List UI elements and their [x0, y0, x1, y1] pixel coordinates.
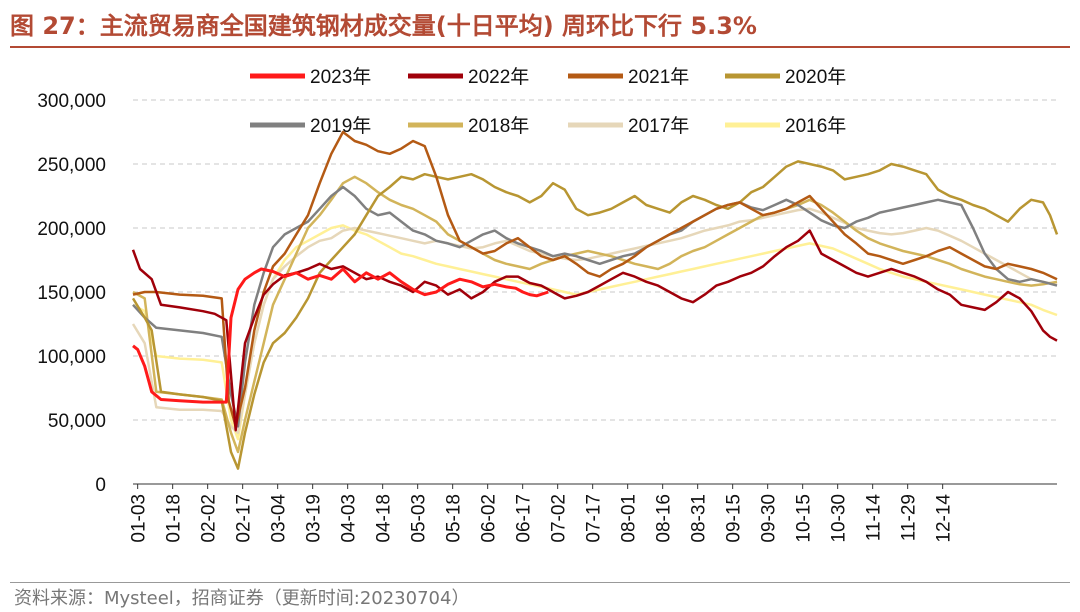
- legend-label: 2017年: [628, 115, 689, 137]
- series-line-2018年: [132, 175, 1058, 454]
- legend-label: 2018年: [468, 115, 529, 137]
- x-tick-label: 10-30: [829, 494, 850, 543]
- x-tick-label: 10-15: [794, 494, 815, 543]
- x-tick-label: 08-16: [654, 494, 675, 543]
- y-tick-label: 50,000: [48, 411, 106, 432]
- legend-label: 2023年: [310, 66, 371, 88]
- x-tick-label: 07-02: [549, 494, 570, 543]
- x-tick-label: 07-17: [584, 494, 605, 543]
- x-tick-label: 02-17: [234, 494, 255, 543]
- legend: 2023年 2022年 2021年 2020年 2019年 2018年 2017年 2016年: [250, 66, 846, 137]
- source-note: 资料来源：Mysteel，招商证券（更新时间:20230704）: [14, 588, 470, 609]
- series-line-2021年: [132, 130, 1058, 428]
- x-tick-label: 09-15: [724, 494, 745, 543]
- legend-label: 2021年: [628, 66, 689, 88]
- x-tick-label: 08-31: [689, 494, 710, 543]
- series-line-2022年: [131, 229, 1058, 432]
- x-tick-label: 04-18: [374, 494, 395, 543]
- x-tick-label: 05-03: [409, 494, 430, 543]
- x-tick-label: 04-03: [339, 494, 360, 543]
- x-tick-label: 09-30: [759, 494, 780, 543]
- y-tick-label: 300,000: [37, 91, 106, 112]
- series-line-2017年: [131, 207, 1058, 435]
- x-tick-label: 03-19: [304, 494, 325, 543]
- series-line-2016年: [132, 224, 1058, 441]
- x-tick-label: 03-04: [269, 494, 290, 543]
- series-lines: [131, 130, 1059, 470]
- series-line-2019年: [132, 185, 1058, 428]
- y-axis-ticks: 0 50,000 100,000 150,000 200,000 250,000 300,0…: [37, 91, 106, 496]
- x-tick-label: 08-01: [619, 494, 640, 543]
- x-tick-label: 11-14: [864, 494, 885, 542]
- x-tick-label: 05-18: [444, 494, 465, 543]
- legend-label: 2016年: [785, 115, 846, 137]
- y-tick-label: 200,000: [37, 219, 106, 240]
- legend-label: 2022年: [468, 66, 529, 88]
- y-tick-label: 100,000: [37, 347, 106, 368]
- gridlines: [133, 99, 1057, 421]
- legend-label: 2020年: [785, 66, 846, 88]
- x-tick-label: 11-29: [899, 494, 920, 541]
- title-divider: [10, 46, 1070, 48]
- x-tick-label: 02-02: [199, 494, 220, 543]
- chart-title: 图 27：主流贸易商全国建筑钢材成交量(十日平均) 周环比下行 5.3%: [10, 12, 757, 40]
- y-tick-label: 0: [95, 475, 106, 496]
- x-tick-label: 01-18: [164, 494, 185, 543]
- x-tick-label: 06-17: [514, 494, 535, 543]
- x-tick-label: 06-02: [479, 494, 500, 543]
- y-tick-label: 150,000: [37, 283, 106, 304]
- x-axis: 01-03 01-18 02-02 02-17 03-04 03-19 04-03 04-18…: [129, 483, 1057, 543]
- legend-label: 2019年: [310, 115, 371, 137]
- x-tick-label: 01-03: [129, 494, 150, 543]
- series-line-2023年: [132, 267, 549, 404]
- x-tick-label: 12-14: [934, 494, 955, 543]
- series-line-2020年: [131, 160, 1059, 470]
- footer-divider: [10, 582, 1070, 583]
- y-tick-label: 250,000: [37, 155, 106, 176]
